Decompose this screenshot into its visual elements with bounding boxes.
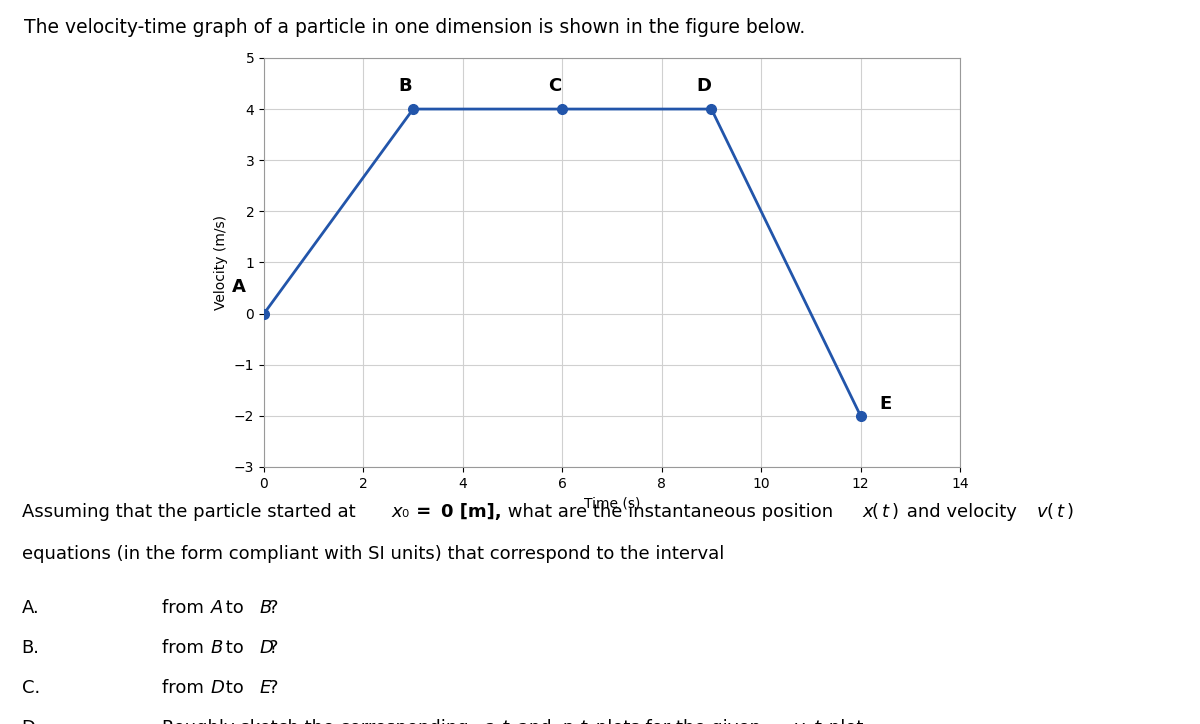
Text: a: a [482, 719, 494, 724]
Text: ): ) [1067, 503, 1073, 521]
Text: t: t [580, 719, 587, 724]
Text: t: t [503, 719, 509, 724]
Text: Roughly sketch the corresponding: Roughly sketch the corresponding [162, 719, 474, 724]
Text: to: to [221, 639, 250, 657]
Text: -: - [492, 719, 499, 724]
Text: -: - [804, 719, 810, 724]
Text: A: A [211, 599, 223, 618]
Text: E: E [259, 679, 270, 697]
Text: D: D [211, 679, 224, 697]
Text: C: C [548, 77, 562, 95]
Text: B.: B. [22, 639, 40, 657]
Text: C.: C. [22, 679, 40, 697]
Text: and: and [512, 719, 557, 724]
Text: ): ) [892, 503, 899, 521]
Text: The velocity-time graph of a particle in one dimension is shown in the figure be: The velocity-time graph of a particle in… [24, 18, 805, 37]
Text: from: from [162, 679, 210, 697]
Text: B: B [398, 77, 413, 95]
Text: v: v [794, 719, 804, 724]
Text: Assuming that the particle started at: Assuming that the particle started at [22, 503, 361, 521]
X-axis label: Time (s): Time (s) [584, 496, 640, 510]
Text: D: D [259, 639, 274, 657]
Text: t: t [1056, 503, 1063, 521]
Text: to: to [221, 679, 250, 697]
Text: from: from [162, 599, 210, 618]
Text: (: ( [872, 503, 878, 521]
Text: from: from [162, 639, 210, 657]
Text: ₀: ₀ [401, 503, 408, 521]
Text: t: t [814, 719, 821, 724]
Text: p: p [560, 719, 572, 724]
Text: A.: A. [22, 599, 40, 618]
Text: (: ( [1046, 503, 1054, 521]
Text: x: x [391, 503, 402, 521]
Text: ?: ? [269, 639, 278, 657]
Text: =: = [410, 503, 438, 521]
Text: 0 [m],: 0 [m], [442, 503, 502, 521]
Text: D.: D. [22, 719, 41, 724]
Text: B: B [211, 639, 223, 657]
Text: D: D [696, 77, 712, 95]
Text: ?: ? [269, 599, 278, 618]
Text: and velocity: and velocity [901, 503, 1022, 521]
Text: v: v [1037, 503, 1048, 521]
Text: E: E [880, 395, 892, 413]
Text: B: B [259, 599, 271, 618]
Y-axis label: Velocity (m/s): Velocity (m/s) [215, 215, 228, 310]
Text: ?: ? [269, 679, 278, 697]
Text: x: x [862, 503, 872, 521]
Text: -: - [570, 719, 577, 724]
Text: equations (in the form compliant with SI units) that correspond to the interval: equations (in the form compliant with SI… [22, 545, 724, 563]
Text: t: t [882, 503, 888, 521]
Text: plot.: plot. [823, 719, 869, 724]
Text: what are the instantaneous position: what are the instantaneous position [503, 503, 839, 521]
Text: plots for the given: plots for the given [589, 719, 767, 724]
Text: A: A [233, 278, 246, 295]
Text: to: to [221, 599, 250, 618]
